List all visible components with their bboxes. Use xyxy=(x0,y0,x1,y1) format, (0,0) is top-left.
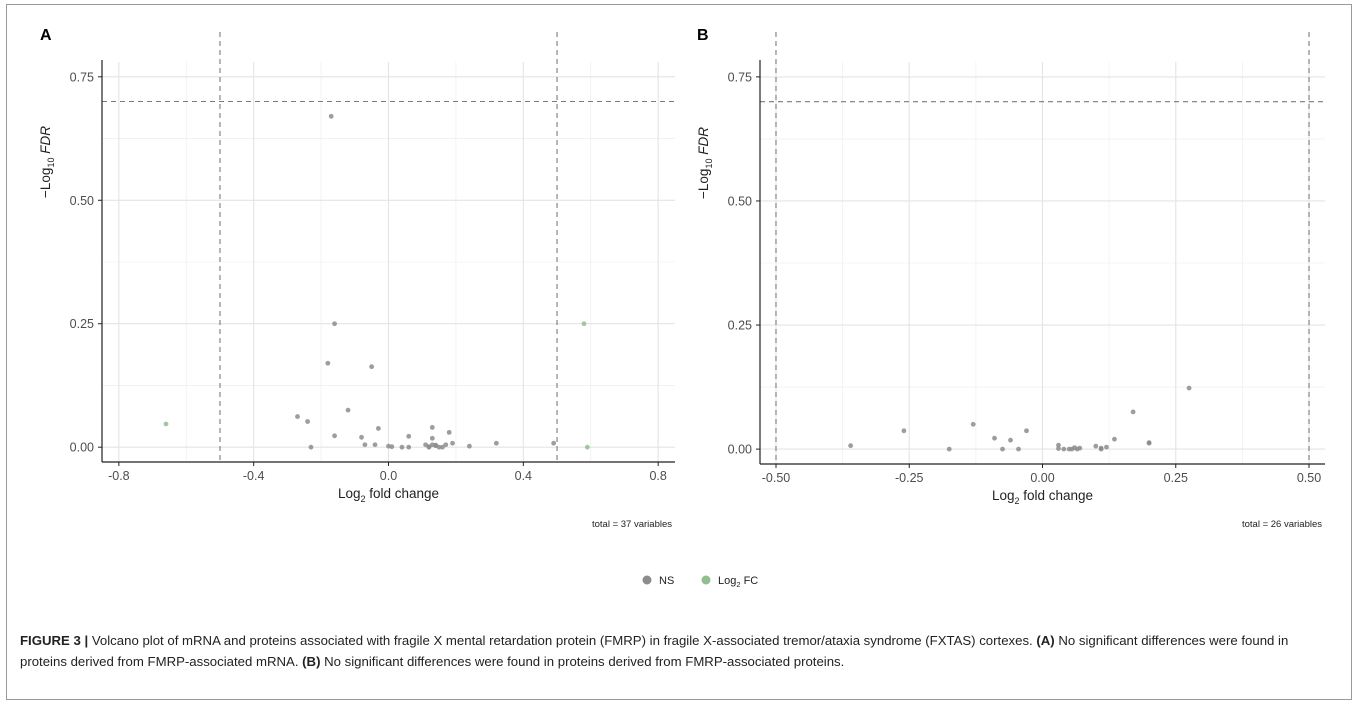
legend: NS Log2 FC xyxy=(642,575,758,589)
caption-b-text: No significant differences were found in… xyxy=(320,654,845,669)
x-tick-label: -0.50 xyxy=(762,471,791,485)
data-point xyxy=(332,321,337,327)
y-tick-label: 0.25 xyxy=(728,319,752,333)
data-point xyxy=(1077,445,1083,451)
panel-letter: A xyxy=(40,27,52,44)
figure-frame xyxy=(6,4,1352,700)
x-axis-title: Log2 fold change xyxy=(992,488,1093,506)
y-tick-label: 0.00 xyxy=(70,441,94,455)
data-point xyxy=(426,444,432,450)
data-point xyxy=(1104,444,1109,450)
data-point xyxy=(332,433,337,439)
data-point xyxy=(946,446,952,452)
data-point xyxy=(1186,385,1192,391)
data-point xyxy=(345,407,351,413)
y-tick-label: 0.50 xyxy=(728,194,752,208)
legend-label: Log2 FC xyxy=(718,575,758,589)
x-tick-label: 0.25 xyxy=(1164,471,1188,485)
total-variables-note: total = 26 variables xyxy=(1242,519,1322,530)
legend-label: NS xyxy=(659,575,674,587)
data-point xyxy=(308,444,314,450)
series-ns xyxy=(295,113,557,450)
data-point xyxy=(1056,442,1061,448)
y-axis-title: −Log10 FDR xyxy=(38,126,56,198)
data-point xyxy=(369,364,375,370)
data-point xyxy=(1024,428,1029,434)
x-axis-title: Log2 fold change xyxy=(338,486,439,504)
data-point xyxy=(399,444,405,450)
y-tick-label: 0.50 xyxy=(70,194,94,208)
data-point xyxy=(433,443,439,449)
data-point xyxy=(295,414,300,419)
y-tick-label: 0.00 xyxy=(728,443,752,457)
x-tick-label: 0.8 xyxy=(649,469,666,483)
data-point xyxy=(328,113,334,119)
data-point xyxy=(389,444,395,450)
x-tick-label: 0.4 xyxy=(515,469,532,483)
caption-label: FIGURE 3 | xyxy=(20,633,89,648)
panel-a: A -0.8 -0.4 0.0 0.4 0.8 0.00 0.25 0.50 0.75 Log2 f… xyxy=(38,27,675,530)
data-point xyxy=(1093,443,1099,449)
legend-marker xyxy=(701,575,711,585)
data-point xyxy=(446,429,452,435)
data-point xyxy=(581,321,587,327)
data-point xyxy=(375,426,381,431)
figure-caption: FIGURE 3 | Volcano plot of mRNA and prot… xyxy=(20,630,1335,672)
legend-marker xyxy=(642,575,652,585)
data-point xyxy=(450,440,455,446)
x-tick-label: -0.25 xyxy=(895,471,924,485)
data-point xyxy=(970,421,976,427)
y-axis-title: −Log10 FDR xyxy=(696,127,714,199)
data-point xyxy=(1130,409,1136,415)
panel-b: B -0.50 -0.25 0.00 0.25 0.50 0.00 0.25 0.50 0.75 L… xyxy=(696,27,1325,530)
data-point xyxy=(466,443,472,449)
data-point xyxy=(325,360,331,366)
x-tick-label: 0.50 xyxy=(1297,471,1321,485)
data-point xyxy=(429,435,435,441)
x-tick-label: -0.8 xyxy=(108,469,130,483)
grid xyxy=(102,62,675,462)
data-point xyxy=(551,440,557,446)
data-point xyxy=(362,442,368,448)
data-point xyxy=(1016,446,1021,452)
data-point xyxy=(359,434,364,440)
series-log2-fc xyxy=(163,321,590,450)
data-point xyxy=(429,425,435,430)
y-tick-label: 0.25 xyxy=(70,317,94,331)
total-variables-note: total = 37 variables xyxy=(592,519,672,530)
data-point xyxy=(1061,446,1067,452)
data-point xyxy=(1098,445,1104,451)
data-point xyxy=(305,419,311,424)
panel-letter: B xyxy=(697,27,709,44)
data-point xyxy=(1112,436,1117,442)
caption-a-text: No significant differences were found in… xyxy=(20,633,1289,669)
data-point xyxy=(406,433,412,439)
x-tick-label: 0.00 xyxy=(1030,471,1054,485)
figure-charts: A -0.8 -0.4 0.0 0.4 0.8 0.00 0.25 0.50 0.75 Log2 f… xyxy=(38,27,1325,589)
data-point xyxy=(992,435,997,441)
data-point xyxy=(493,440,499,446)
data-point xyxy=(440,444,445,450)
y-tick-label: 0.75 xyxy=(728,70,752,84)
grid xyxy=(760,62,1325,464)
data-point xyxy=(1000,446,1005,452)
data-point xyxy=(406,444,412,450)
y-tick-label: 0.75 xyxy=(70,70,94,84)
series-ns xyxy=(848,385,1192,452)
data-point xyxy=(1056,446,1061,452)
data-point xyxy=(901,428,907,434)
caption-a-label: (A) xyxy=(1036,633,1055,648)
data-point xyxy=(1008,437,1013,443)
x-tick-label: 0.0 xyxy=(380,469,397,483)
data-point xyxy=(848,443,854,449)
x-tick-label: -0.4 xyxy=(243,469,265,483)
data-point xyxy=(443,442,449,448)
data-point xyxy=(372,442,378,448)
data-point xyxy=(1146,440,1152,446)
data-point xyxy=(1066,446,1072,452)
data-point xyxy=(163,421,169,427)
caption-text: Volcano plot of mRNA and proteins associ… xyxy=(88,633,1037,648)
caption-b-label: (B) xyxy=(302,654,321,669)
data-point xyxy=(584,444,590,450)
